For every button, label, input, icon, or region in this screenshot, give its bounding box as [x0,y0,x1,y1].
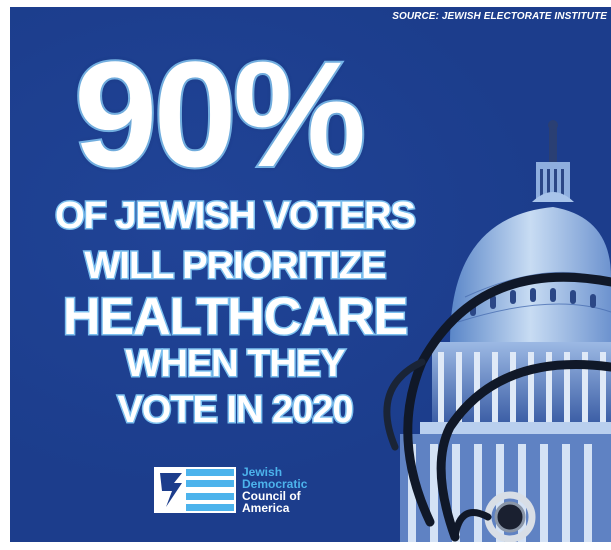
infographic-card: SOURCE: JEWISH ELECTORATE INSTITUTE 90% … [10,7,611,542]
headline-line-3: HEALTHCARE [61,288,409,347]
headline-line-5: VOTE IN 2020 [116,388,355,433]
logo-wordmark: Jewish Democratic Council of America [242,466,307,514]
headline-line-4: WHEN THEY [124,342,347,387]
star-of-david-logo-icon [154,467,236,513]
jdca-logo: Jewish Democratic Council of America [154,466,307,514]
source-credit: SOURCE: JEWISH ELECTORATE INSTITUTE [392,11,607,22]
logo-line-4: America [242,501,290,515]
headline-line-1: OF JEWISH VOTERS [54,194,418,239]
logo-line-2: Democratic [242,477,308,491]
statue [549,127,557,162]
capitol-dome-icon [383,120,611,542]
headline-line-2: WILL PRIORITIZE [83,244,388,289]
logo-line-3: Council of [242,489,301,503]
headline-stat: 90% [72,30,368,198]
dome [450,207,611,342]
logo-line-1: Jewish [242,465,283,479]
stethoscope-icon [383,272,611,542]
